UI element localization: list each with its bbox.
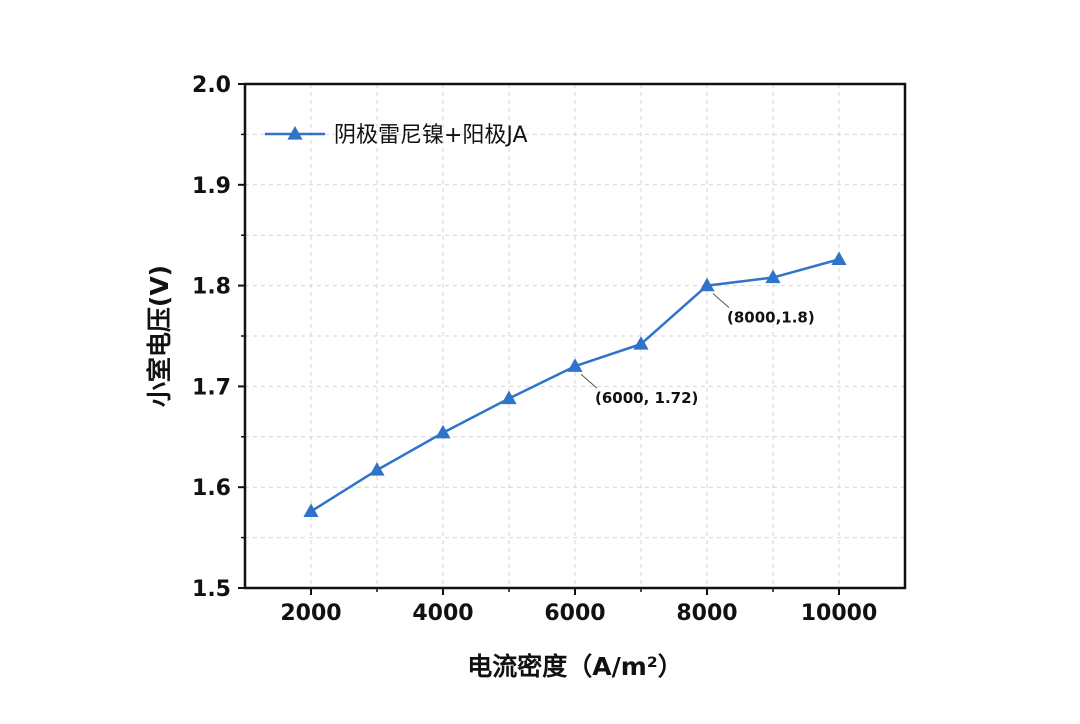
y-tick-label: 1.8 [192,275,231,300]
axis-ticks: 2000 4000 6000 8000 10000 1.5 1.6 1.7 1.8 1.9 2.0 [192,73,877,626]
data-annotation: (6000, 1.72) [595,389,698,407]
data-point-marker [633,336,649,350]
data-point-marker [831,251,847,265]
legend-label: 阴极雷尼镍+阳极JA [334,123,528,148]
data-annotation: (8000,1.8) [727,309,815,327]
series-layer [303,251,847,517]
data-point-marker [435,424,451,439]
x-tick-label: 10000 [801,601,878,626]
y-tick-label: 1.9 [192,174,231,199]
annotation-leader [580,373,598,389]
y-tick-label: 1.6 [192,476,231,501]
legend-triangle-marker [287,126,303,140]
series-line [310,258,840,513]
annotations: (6000, 1.72) (8000,1.8) [580,293,815,407]
annotation-leader [712,293,730,308]
x-axis-title: 电流密度（A/m²） [467,652,682,681]
data-point-marker [501,390,517,405]
x-tick-label: 2000 [280,601,341,626]
y-tick-label: 1.5 [192,577,231,602]
y-axis-title: 小室电压(V) [145,265,174,407]
data-point-marker [699,277,715,292]
y-tick-label: 2.0 [192,73,231,98]
legend: 阴极雷尼镍+阳极JA [265,123,528,148]
data-point-marker [765,269,781,284]
y-tick-label: 1.7 [192,375,231,400]
grid [245,84,905,588]
data-point-marker [567,358,583,372]
x-tick-label: 4000 [412,601,473,626]
x-tick-label: 6000 [544,601,605,626]
data-point-marker [369,462,385,476]
data-point-marker [303,503,319,517]
x-tick-label: 8000 [676,601,737,626]
